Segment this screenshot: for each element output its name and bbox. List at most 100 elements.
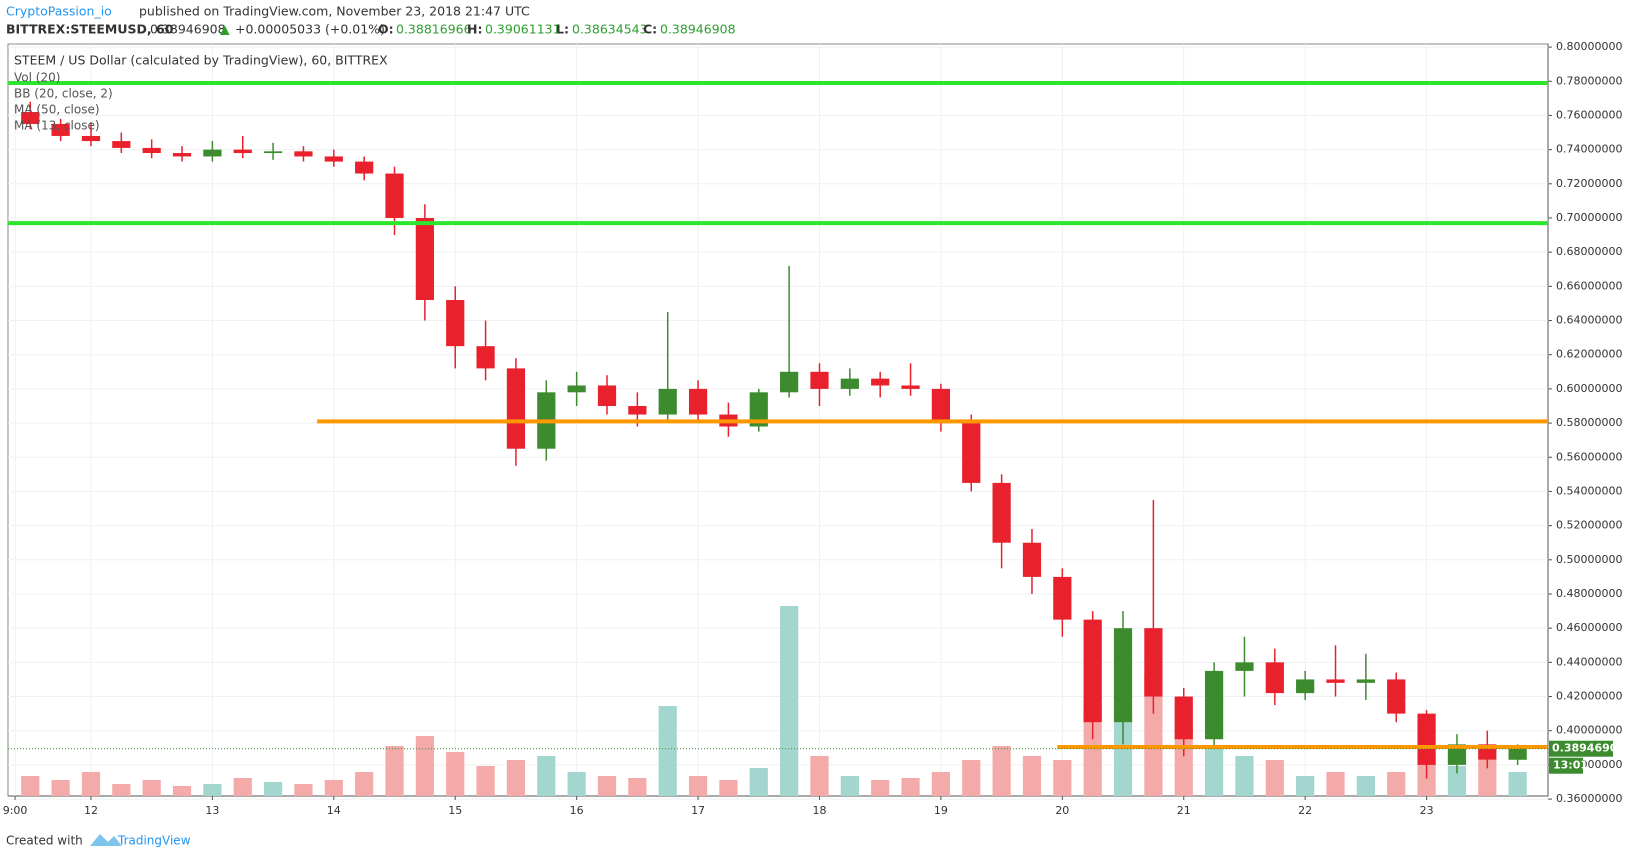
x-tick-label: 18 — [812, 804, 826, 817]
volume-bar — [992, 746, 1011, 796]
candle-body — [172, 153, 192, 157]
candle-body — [21, 112, 40, 124]
candle-body — [962, 423, 981, 483]
footer: Created with TradingView — [6, 834, 191, 848]
symbol: BITTREX:STEEMUSD, 60 — [6, 22, 174, 37]
candle-body — [597, 385, 617, 406]
published: published on TradingView.com, November 2… — [139, 4, 530, 19]
candle-body — [1296, 679, 1315, 694]
volume-bar — [294, 784, 313, 796]
volume-bar — [506, 760, 526, 796]
candle-body — [506, 368, 526, 449]
c-value: 0.38946908 — [660, 22, 736, 37]
candle-body — [1113, 628, 1133, 723]
volume-bar — [415, 736, 434, 796]
y-tick-label: 0.48000000 — [1556, 587, 1622, 600]
candle-body — [446, 300, 465, 347]
candle-body — [688, 388, 708, 415]
o-label: O: — [378, 22, 394, 37]
candle-body — [1083, 619, 1102, 723]
candle-body — [142, 147, 161, 154]
c-label: C: — [643, 22, 657, 37]
y-tick-label: 0.68000000 — [1556, 245, 1622, 258]
volume-bar — [1508, 772, 1527, 796]
candle-body — [1235, 662, 1254, 671]
candle-body — [81, 135, 101, 142]
h-label: H: — [467, 22, 482, 37]
x-tick-label: 20 — [1055, 804, 1069, 817]
h-value: 0.39061131 — [485, 22, 561, 37]
candle-body — [780, 371, 799, 393]
y-tick-label: 0.42000000 — [1556, 690, 1622, 703]
indicator-label: Vol (20) — [14, 71, 60, 85]
volume-bar — [901, 778, 920, 796]
candle-body — [1417, 713, 1436, 765]
o-value: 0.38816966 — [396, 22, 472, 37]
candle-body — [810, 371, 829, 389]
indicator-label: MA (13, close) — [14, 119, 100, 133]
candle-body — [1326, 679, 1345, 683]
volume-bar — [1326, 772, 1345, 796]
x-tick-label: 17 — [691, 804, 705, 817]
volume-bar — [112, 784, 131, 796]
x-tick-label: 15 — [448, 804, 462, 817]
x-tick-label: 16 — [570, 804, 584, 817]
candle-body — [1053, 576, 1072, 620]
candle-body — [992, 482, 1011, 543]
created-with: Created with — [6, 834, 83, 848]
volume-bar — [324, 780, 343, 796]
volume-bar — [962, 760, 981, 796]
candle-body — [1174, 696, 1193, 740]
volume-bar — [51, 780, 70, 796]
x-tick-label: 12 — [84, 804, 98, 817]
volume-bar — [1235, 756, 1254, 796]
volume-bar — [871, 780, 890, 796]
volume-bar — [658, 706, 677, 796]
y-tick-label: 0.44000000 — [1556, 655, 1622, 668]
volume-bar — [628, 778, 647, 796]
volume-bar — [749, 768, 768, 796]
candle-body — [1204, 670, 1224, 740]
y-tick-label: 0.60000000 — [1556, 382, 1622, 395]
candle-body — [658, 388, 677, 415]
y-tick-label: 0.52000000 — [1556, 519, 1622, 532]
volume-bar — [1265, 760, 1284, 796]
candle-body — [51, 123, 70, 136]
y-tick-label: 0.36000000 — [1556, 792, 1622, 805]
last-price-box — [1549, 740, 1613, 757]
volume-bar — [21, 776, 40, 796]
volume-bar — [81, 772, 101, 796]
y-tick-label: 0.76000000 — [1556, 108, 1622, 121]
x-tick-label: 14 — [327, 804, 341, 817]
volume-bar — [1022, 756, 1042, 796]
volume-bar — [810, 756, 829, 796]
candle-body — [233, 149, 252, 154]
x-tick-label: 19 — [934, 804, 948, 817]
volume-bar — [567, 772, 586, 796]
candle-body — [476, 346, 495, 369]
x-tick-label: 23 — [1420, 804, 1434, 817]
countdown-label: 13:01 — [1553, 759, 1588, 772]
volume-bar — [203, 784, 222, 796]
volume-bar — [476, 766, 495, 796]
candle-body — [931, 388, 951, 424]
y-tick-label: 0.74000000 — [1556, 143, 1622, 156]
brand[interactable]: TradingView — [117, 834, 191, 848]
candle-body — [385, 173, 404, 218]
candle-body — [1356, 679, 1375, 683]
volume-bar — [537, 756, 556, 796]
y-tick-label: 0.54000000 — [1556, 484, 1622, 497]
y-tick-label: 0.70000000 — [1556, 211, 1622, 224]
volume-bar — [172, 786, 192, 796]
volume-bar — [1113, 716, 1133, 796]
y-tick-label: 0.58000000 — [1556, 416, 1622, 429]
candle-body — [871, 378, 890, 386]
candle-body — [324, 156, 343, 162]
volume-bar — [597, 776, 617, 796]
volume-bar — [688, 776, 708, 796]
author[interactable]: CryptoPassion_io — [6, 4, 112, 19]
volume-bar — [142, 780, 161, 796]
x-tick-label: 13 — [205, 804, 219, 817]
candle-body — [628, 405, 647, 415]
